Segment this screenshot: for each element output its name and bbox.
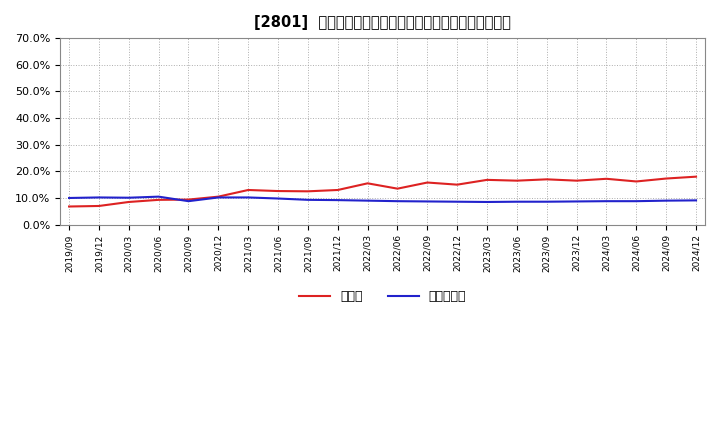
現預金 bbox=[482, 177, 491, 183]
現預金 bbox=[393, 186, 402, 191]
有利子負債 bbox=[364, 198, 372, 203]
現預金 bbox=[542, 177, 551, 182]
有利子負債 bbox=[482, 199, 491, 205]
現預金 bbox=[662, 176, 670, 181]
現預金 bbox=[364, 181, 372, 186]
現預金 bbox=[453, 182, 462, 187]
有利子負債 bbox=[572, 199, 581, 204]
有利子負債 bbox=[304, 197, 312, 202]
現預金 bbox=[602, 176, 611, 181]
Title: [2801]  現預金、有利子負債の総資産に対する比率の推移: [2801] 現預金、有利子負債の総資産に対する比率の推移 bbox=[254, 15, 511, 30]
Legend: 現預金, 有利子負債: 現預金, 有利子負債 bbox=[294, 285, 472, 308]
有利子負債 bbox=[393, 198, 402, 204]
現預金 bbox=[513, 178, 521, 183]
現預金 bbox=[423, 180, 432, 185]
Line: 有利子負債: 有利子負債 bbox=[69, 197, 696, 202]
現預金 bbox=[274, 188, 282, 194]
有利子負債 bbox=[453, 199, 462, 204]
有利子負債 bbox=[154, 194, 163, 199]
現預金 bbox=[304, 189, 312, 194]
現預金 bbox=[154, 197, 163, 202]
有利子負債 bbox=[602, 198, 611, 204]
現預金 bbox=[244, 187, 253, 193]
有利子負債 bbox=[423, 199, 432, 204]
有利子負債 bbox=[65, 195, 73, 201]
現預金 bbox=[632, 179, 641, 184]
有利子負債 bbox=[692, 198, 701, 203]
有利子負債 bbox=[662, 198, 670, 203]
現預金 bbox=[65, 204, 73, 209]
有利子負債 bbox=[184, 198, 193, 204]
現預金 bbox=[94, 203, 103, 209]
有利子負債 bbox=[94, 195, 103, 200]
有利子負債 bbox=[513, 199, 521, 204]
有利子負債 bbox=[274, 196, 282, 201]
有利子負債 bbox=[214, 195, 222, 200]
Line: 現預金: 現預金 bbox=[69, 177, 696, 206]
現預金 bbox=[333, 187, 342, 193]
現預金 bbox=[214, 194, 222, 199]
有利子負債 bbox=[333, 198, 342, 203]
現預金 bbox=[125, 199, 133, 205]
現預金 bbox=[184, 197, 193, 202]
有利子負債 bbox=[244, 195, 253, 200]
有利子負債 bbox=[542, 199, 551, 204]
現預金 bbox=[692, 174, 701, 180]
有利子負債 bbox=[125, 195, 133, 200]
有利子負債 bbox=[632, 198, 641, 204]
現預金 bbox=[572, 178, 581, 183]
